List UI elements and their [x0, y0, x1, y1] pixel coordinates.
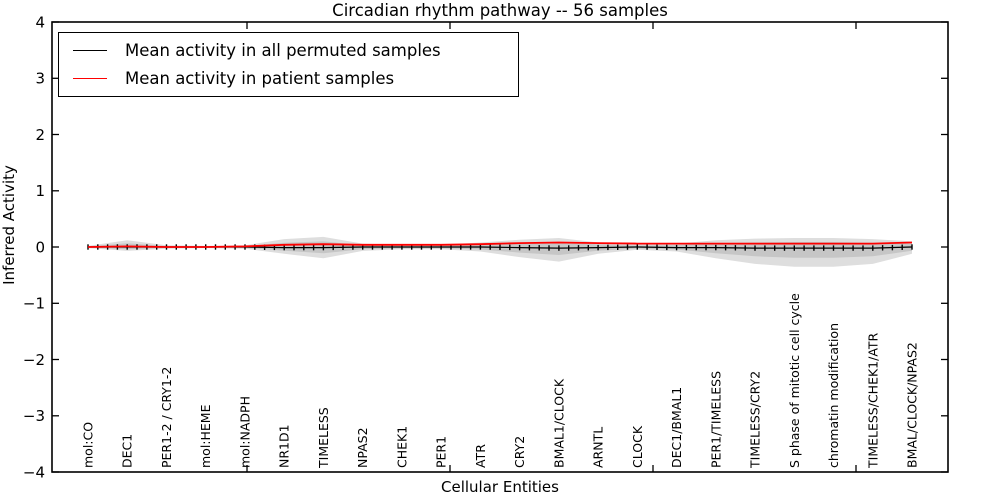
- y-ticks: [52, 21, 948, 473]
- legend-line-red: [73, 78, 107, 80]
- svg-text:NPAS2: NPAS2: [355, 427, 370, 468]
- svg-text:PER1/TIMELESS: PER1/TIMELESS: [708, 371, 723, 468]
- patient-mean-line: [87, 241, 913, 248]
- svg-text:NR1D1: NR1D1: [277, 424, 292, 468]
- svg-text:mol:HEME: mol:HEME: [198, 404, 213, 468]
- y-axis-label: Inferred Activity: [0, 165, 18, 285]
- svg-text:2: 2: [35, 126, 45, 144]
- chart-title: Circadian rhythm pathway -- 56 samples: [332, 1, 668, 20]
- svg-text:BMAL/CLOCK/NPAS2: BMAL/CLOCK/NPAS2: [905, 342, 920, 468]
- svg-text:4: 4: [35, 13, 45, 31]
- svg-text:ARNTL: ARNTL: [591, 427, 606, 468]
- legend-label: Mean activity in all permuted samples: [125, 40, 441, 60]
- svg-text:CHEK1: CHEK1: [394, 426, 409, 468]
- svg-text:PER1-2 / CRY1-2: PER1-2 / CRY1-2: [159, 367, 174, 468]
- x-axis-label: Cellular Entities: [441, 478, 559, 496]
- svg-text:0: 0: [35, 238, 45, 256]
- legend: Mean activity in all permuted samples Me…: [58, 32, 519, 97]
- svg-text:mol:CO: mol:CO: [81, 422, 96, 468]
- legend-entry-permuted: Mean activity in all permuted samples: [73, 37, 506, 64]
- svg-text:PER1: PER1: [434, 436, 449, 468]
- svg-text:ATR: ATR: [473, 444, 488, 468]
- svg-text:mol:NADPH: mol:NADPH: [238, 396, 253, 468]
- y-tick-labels: 4 3 2 1 0 −1 −2 −3 −4: [23, 13, 45, 481]
- svg-text:−3: −3: [23, 407, 45, 425]
- entity-labels: mol:CO DEC1 PER1-2 / CRY1-2 mol:HEME mol:NAD…: [81, 293, 920, 469]
- svg-text:TIMELESS/CHEK1/ATR: TIMELESS/CHEK1/ATR: [865, 332, 880, 469]
- svg-text:chromatin modification: chromatin modification: [826, 323, 841, 468]
- svg-text:S phase of mitotic cell cycle: S phase of mitotic cell cycle: [787, 293, 802, 468]
- svg-text:BMAL1/CLOCK: BMAL1/CLOCK: [551, 378, 566, 468]
- x-ticks: [246, 22, 857, 472]
- svg-text:DEC1: DEC1: [120, 434, 135, 468]
- svg-text:CLOCK: CLOCK: [630, 425, 645, 468]
- svg-text:−2: −2: [23, 351, 45, 369]
- legend-line-black: [73, 49, 107, 51]
- svg-text:1: 1: [35, 182, 45, 200]
- legend-label: Mean activity in patient samples: [125, 69, 395, 89]
- svg-text:TIMELESS/CRY2: TIMELESS/CRY2: [748, 371, 763, 469]
- svg-text:−4: −4: [23, 463, 45, 481]
- svg-text:−1: −1: [23, 295, 45, 313]
- svg-text:CRY2: CRY2: [512, 436, 527, 468]
- legend-entry-patient: Mean activity in patient samples: [73, 65, 506, 92]
- svg-text:DEC1/BMAL1: DEC1/BMAL1: [669, 387, 684, 468]
- svg-text:3: 3: [35, 70, 45, 88]
- svg-text:TIMELESS: TIMELESS: [316, 407, 331, 469]
